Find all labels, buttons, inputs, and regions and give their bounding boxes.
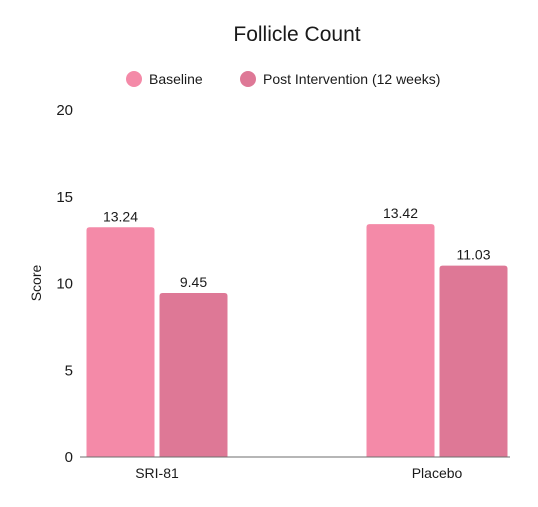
legend-marker-post-intervention [240, 71, 256, 87]
x-category-label: Placebo [412, 465, 463, 481]
data-label: 11.03 [457, 247, 491, 263]
bar-placebo-baseline [366, 224, 435, 457]
chart-title: Follicle Count [233, 23, 360, 46]
bar-sri-81-baseline [86, 227, 155, 457]
bar-sri-81-post-intervention [159, 293, 228, 457]
data-label: 13.42 [383, 205, 418, 221]
bars [86, 224, 508, 457]
y-tick-label: 5 [65, 362, 73, 379]
legend-label-post-intervention: Post Intervention (12 weeks) [263, 71, 440, 87]
data-label: 13.24 [103, 208, 138, 224]
y-tick-label: 20 [56, 102, 73, 119]
bar-placebo-post-intervention [439, 265, 508, 457]
x-category-label: SRI-81 [135, 465, 179, 481]
y-tick-label: 10 [56, 276, 73, 293]
x-axis-categories: SRI-81 Placebo [135, 465, 462, 481]
legend-label-baseline: Baseline [149, 71, 203, 87]
y-axis-ticks: 0 5 10 15 20 [56, 102, 73, 466]
data-labels: 13.24 9.45 13.42 11.03 [103, 205, 491, 290]
y-tick-label: 15 [56, 189, 73, 206]
legend-marker-baseline [126, 71, 142, 87]
legend: Baseline Post Intervention (12 weeks) [126, 71, 440, 87]
y-tick-label: 0 [65, 449, 73, 466]
y-axis-label: Score [28, 265, 44, 302]
data-label: 9.45 [180, 274, 207, 290]
